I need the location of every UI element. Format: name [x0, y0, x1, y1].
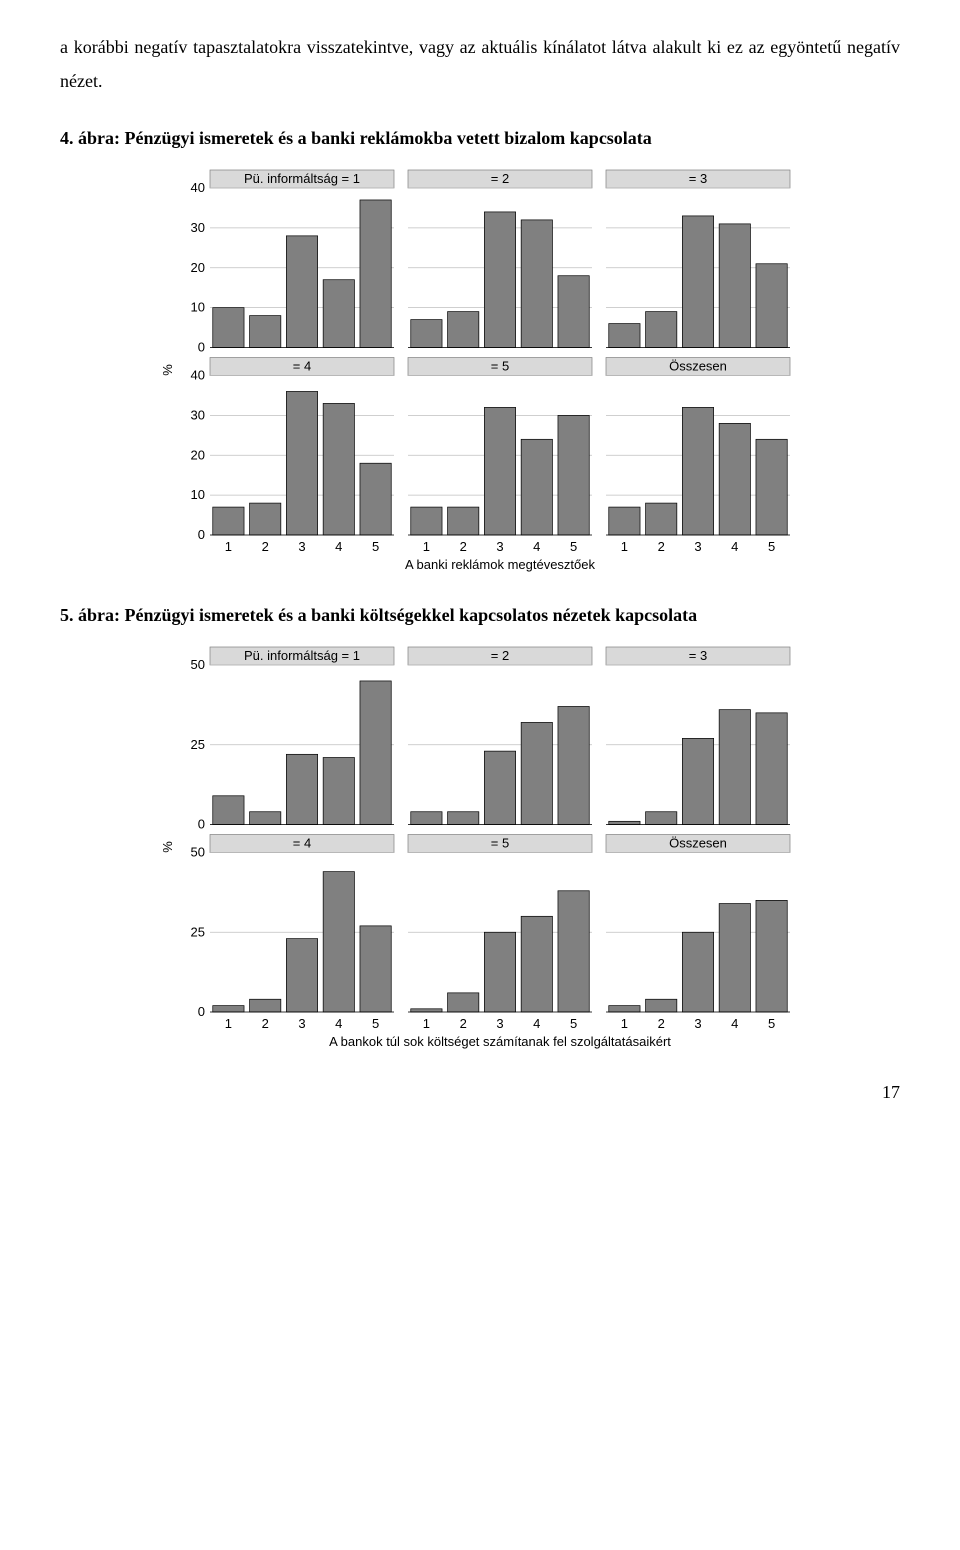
svg-text:1: 1 — [423, 539, 430, 554]
svg-text:3: 3 — [496, 539, 503, 554]
svg-text:1: 1 — [225, 1016, 232, 1031]
svg-text:= 4: = 4 — [293, 836, 311, 851]
svg-text:A banki reklámok megtévesztőek: A banki reklámok megtévesztőek — [405, 557, 596, 572]
svg-text:Összesen: Összesen — [669, 836, 727, 851]
svg-text:4: 4 — [533, 1016, 540, 1031]
svg-text:2: 2 — [262, 539, 269, 554]
svg-text:0: 0 — [198, 1004, 205, 1019]
svg-text:= 3: = 3 — [689, 171, 707, 186]
figure5-chart: %Pü. informáltság = 102550= 2= 3= 402550… — [60, 642, 900, 1052]
svg-text:0: 0 — [198, 527, 205, 542]
svg-text:3: 3 — [694, 539, 701, 554]
svg-text:40: 40 — [191, 180, 205, 195]
svg-text:3: 3 — [298, 1016, 305, 1031]
svg-text:3: 3 — [496, 1016, 503, 1031]
svg-text:5: 5 — [372, 539, 379, 554]
svg-text:4: 4 — [335, 539, 342, 554]
svg-text:1: 1 — [621, 539, 628, 554]
svg-text:25: 25 — [191, 737, 205, 752]
svg-text:50: 50 — [191, 845, 205, 860]
body-paragraph: a korábbi negatív tapasztalatokra vissza… — [60, 30, 900, 98]
svg-text:4: 4 — [731, 539, 738, 554]
svg-text:2: 2 — [262, 1016, 269, 1031]
svg-text:1: 1 — [621, 1016, 628, 1031]
svg-text:30: 30 — [191, 220, 205, 235]
svg-text:1: 1 — [225, 539, 232, 554]
svg-text:30: 30 — [191, 408, 205, 423]
svg-text:3: 3 — [298, 539, 305, 554]
svg-text:4: 4 — [533, 539, 540, 554]
svg-text:= 2: = 2 — [491, 171, 509, 186]
svg-text:25: 25 — [191, 925, 205, 940]
svg-text:20: 20 — [191, 448, 205, 463]
svg-text:10: 10 — [191, 300, 205, 315]
svg-text:50: 50 — [191, 657, 205, 672]
figure4-title: 4. ábra: Pénzügyi ismeretek és a banki r… — [60, 128, 900, 149]
svg-text:= 2: = 2 — [491, 648, 509, 663]
svg-text:0: 0 — [198, 340, 205, 355]
svg-text:= 4: = 4 — [293, 359, 311, 374]
svg-text:Pü. informáltság = 1: Pü. informáltság = 1 — [244, 171, 360, 186]
svg-text:= 5: = 5 — [491, 359, 509, 374]
figure5-title: 5. ábra: Pénzügyi ismeretek és a banki k… — [60, 605, 900, 626]
svg-text:2: 2 — [460, 539, 467, 554]
figure4-chart: % Pü. informáltság = 1 0 10 20 30 40 = 2 = 3 = 4 0… — [60, 165, 900, 575]
svg-text:2: 2 — [658, 539, 665, 554]
svg-text:5: 5 — [768, 1016, 775, 1031]
svg-text:10: 10 — [191, 488, 205, 503]
svg-text:5: 5 — [372, 1016, 379, 1031]
svg-text:%: % — [160, 364, 175, 376]
svg-text:4: 4 — [335, 1016, 342, 1031]
svg-text:20: 20 — [191, 260, 205, 275]
svg-text:Pü. informáltság = 1: Pü. informáltság = 1 — [244, 648, 360, 663]
svg-text:= 3: = 3 — [689, 648, 707, 663]
svg-text:0: 0 — [198, 817, 205, 832]
svg-text:40: 40 — [191, 368, 205, 383]
svg-text:= 5: = 5 — [491, 836, 509, 851]
svg-text:Összesen: Összesen — [669, 359, 727, 374]
svg-text:2: 2 — [658, 1016, 665, 1031]
svg-text:%: % — [160, 841, 175, 853]
svg-text:4: 4 — [731, 1016, 738, 1031]
svg-text:5: 5 — [570, 539, 577, 554]
svg-text:5: 5 — [768, 539, 775, 554]
page-number: 17 — [60, 1082, 900, 1103]
svg-text:2: 2 — [460, 1016, 467, 1031]
svg-text:A bankok túl sok költséget szá: A bankok túl sok költséget számítanak fe… — [329, 1034, 671, 1049]
svg-text:5: 5 — [570, 1016, 577, 1031]
svg-text:1: 1 — [423, 1016, 430, 1031]
svg-text:3: 3 — [694, 1016, 701, 1031]
